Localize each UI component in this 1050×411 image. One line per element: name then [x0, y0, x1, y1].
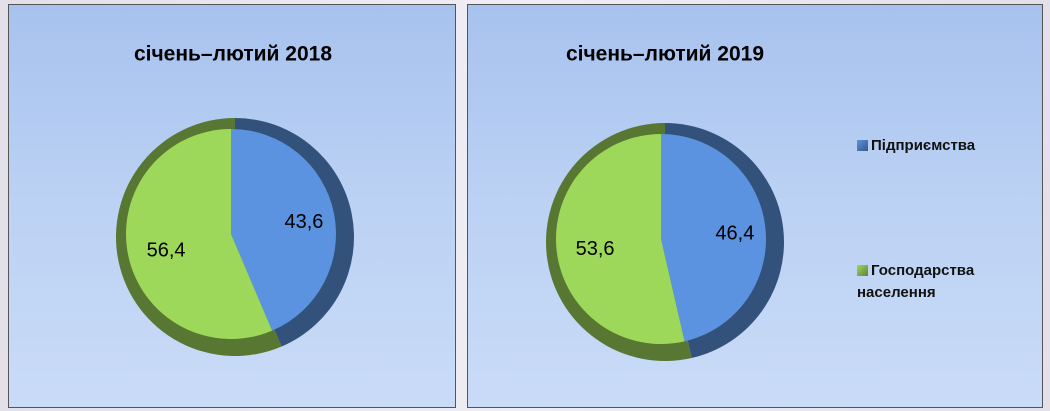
legend-item: Господарства населення — [857, 260, 997, 304]
pie-slice — [126, 129, 273, 340]
legend-swatch — [857, 140, 868, 151]
data-label: 53,6 — [576, 238, 615, 260]
legend-item: Підприємства — [857, 135, 1007, 157]
pie-slice — [231, 129, 337, 331]
pie-slice — [555, 134, 685, 344]
legend-label: Підприємства — [871, 137, 976, 154]
chart-title: січень–лютий 2018 — [134, 43, 332, 66]
chart-title: січень–лютий 2019 — [566, 43, 764, 66]
legend-label: Господарства населення — [857, 262, 975, 301]
legend-swatch — [857, 265, 868, 276]
data-label: 46,4 — [715, 222, 754, 244]
data-label: 43,6 — [284, 211, 323, 233]
data-label: 56,4 — [147, 239, 186, 261]
pie-slice — [661, 134, 766, 342]
